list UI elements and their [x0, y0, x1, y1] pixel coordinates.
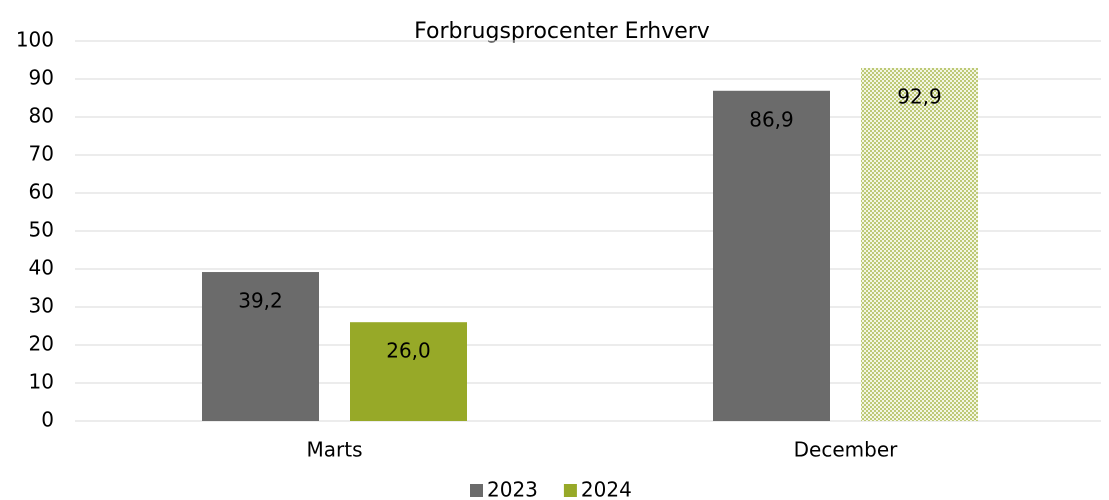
bar [861, 67, 978, 421]
bar [350, 322, 467, 421]
y-tick-label: 0 [41, 408, 54, 432]
y-tick-label: 50 [29, 218, 54, 242]
legend-label: 2024 [581, 478, 632, 500]
data-label: 39,2 [238, 289, 283, 313]
y-tick-label: 40 [29, 256, 54, 280]
x-tick-label: December [794, 438, 898, 462]
y-tick-label: 20 [29, 332, 54, 356]
data-label: 92,9 [897, 84, 942, 108]
y-tick-label: 90 [29, 66, 54, 90]
y-tick-label: 70 [29, 142, 54, 166]
y-tick-label: 60 [29, 180, 54, 204]
y-tick-label: 80 [29, 104, 54, 128]
legend-swatch [470, 484, 483, 497]
legend-swatch [563, 484, 577, 497]
chart-title: Forbrugsprocenter Erhverv [414, 19, 710, 44]
x-tick-label: Marts [307, 438, 363, 462]
y-tick-label: 100 [16, 28, 54, 52]
data-label: 26,0 [386, 339, 431, 363]
y-tick-label: 30 [29, 294, 54, 318]
legend-label: 2023 [487, 478, 538, 500]
bar [202, 272, 319, 421]
y-tick-label: 10 [29, 370, 54, 394]
bar [713, 90, 830, 421]
data-label: 86,9 [749, 107, 794, 131]
